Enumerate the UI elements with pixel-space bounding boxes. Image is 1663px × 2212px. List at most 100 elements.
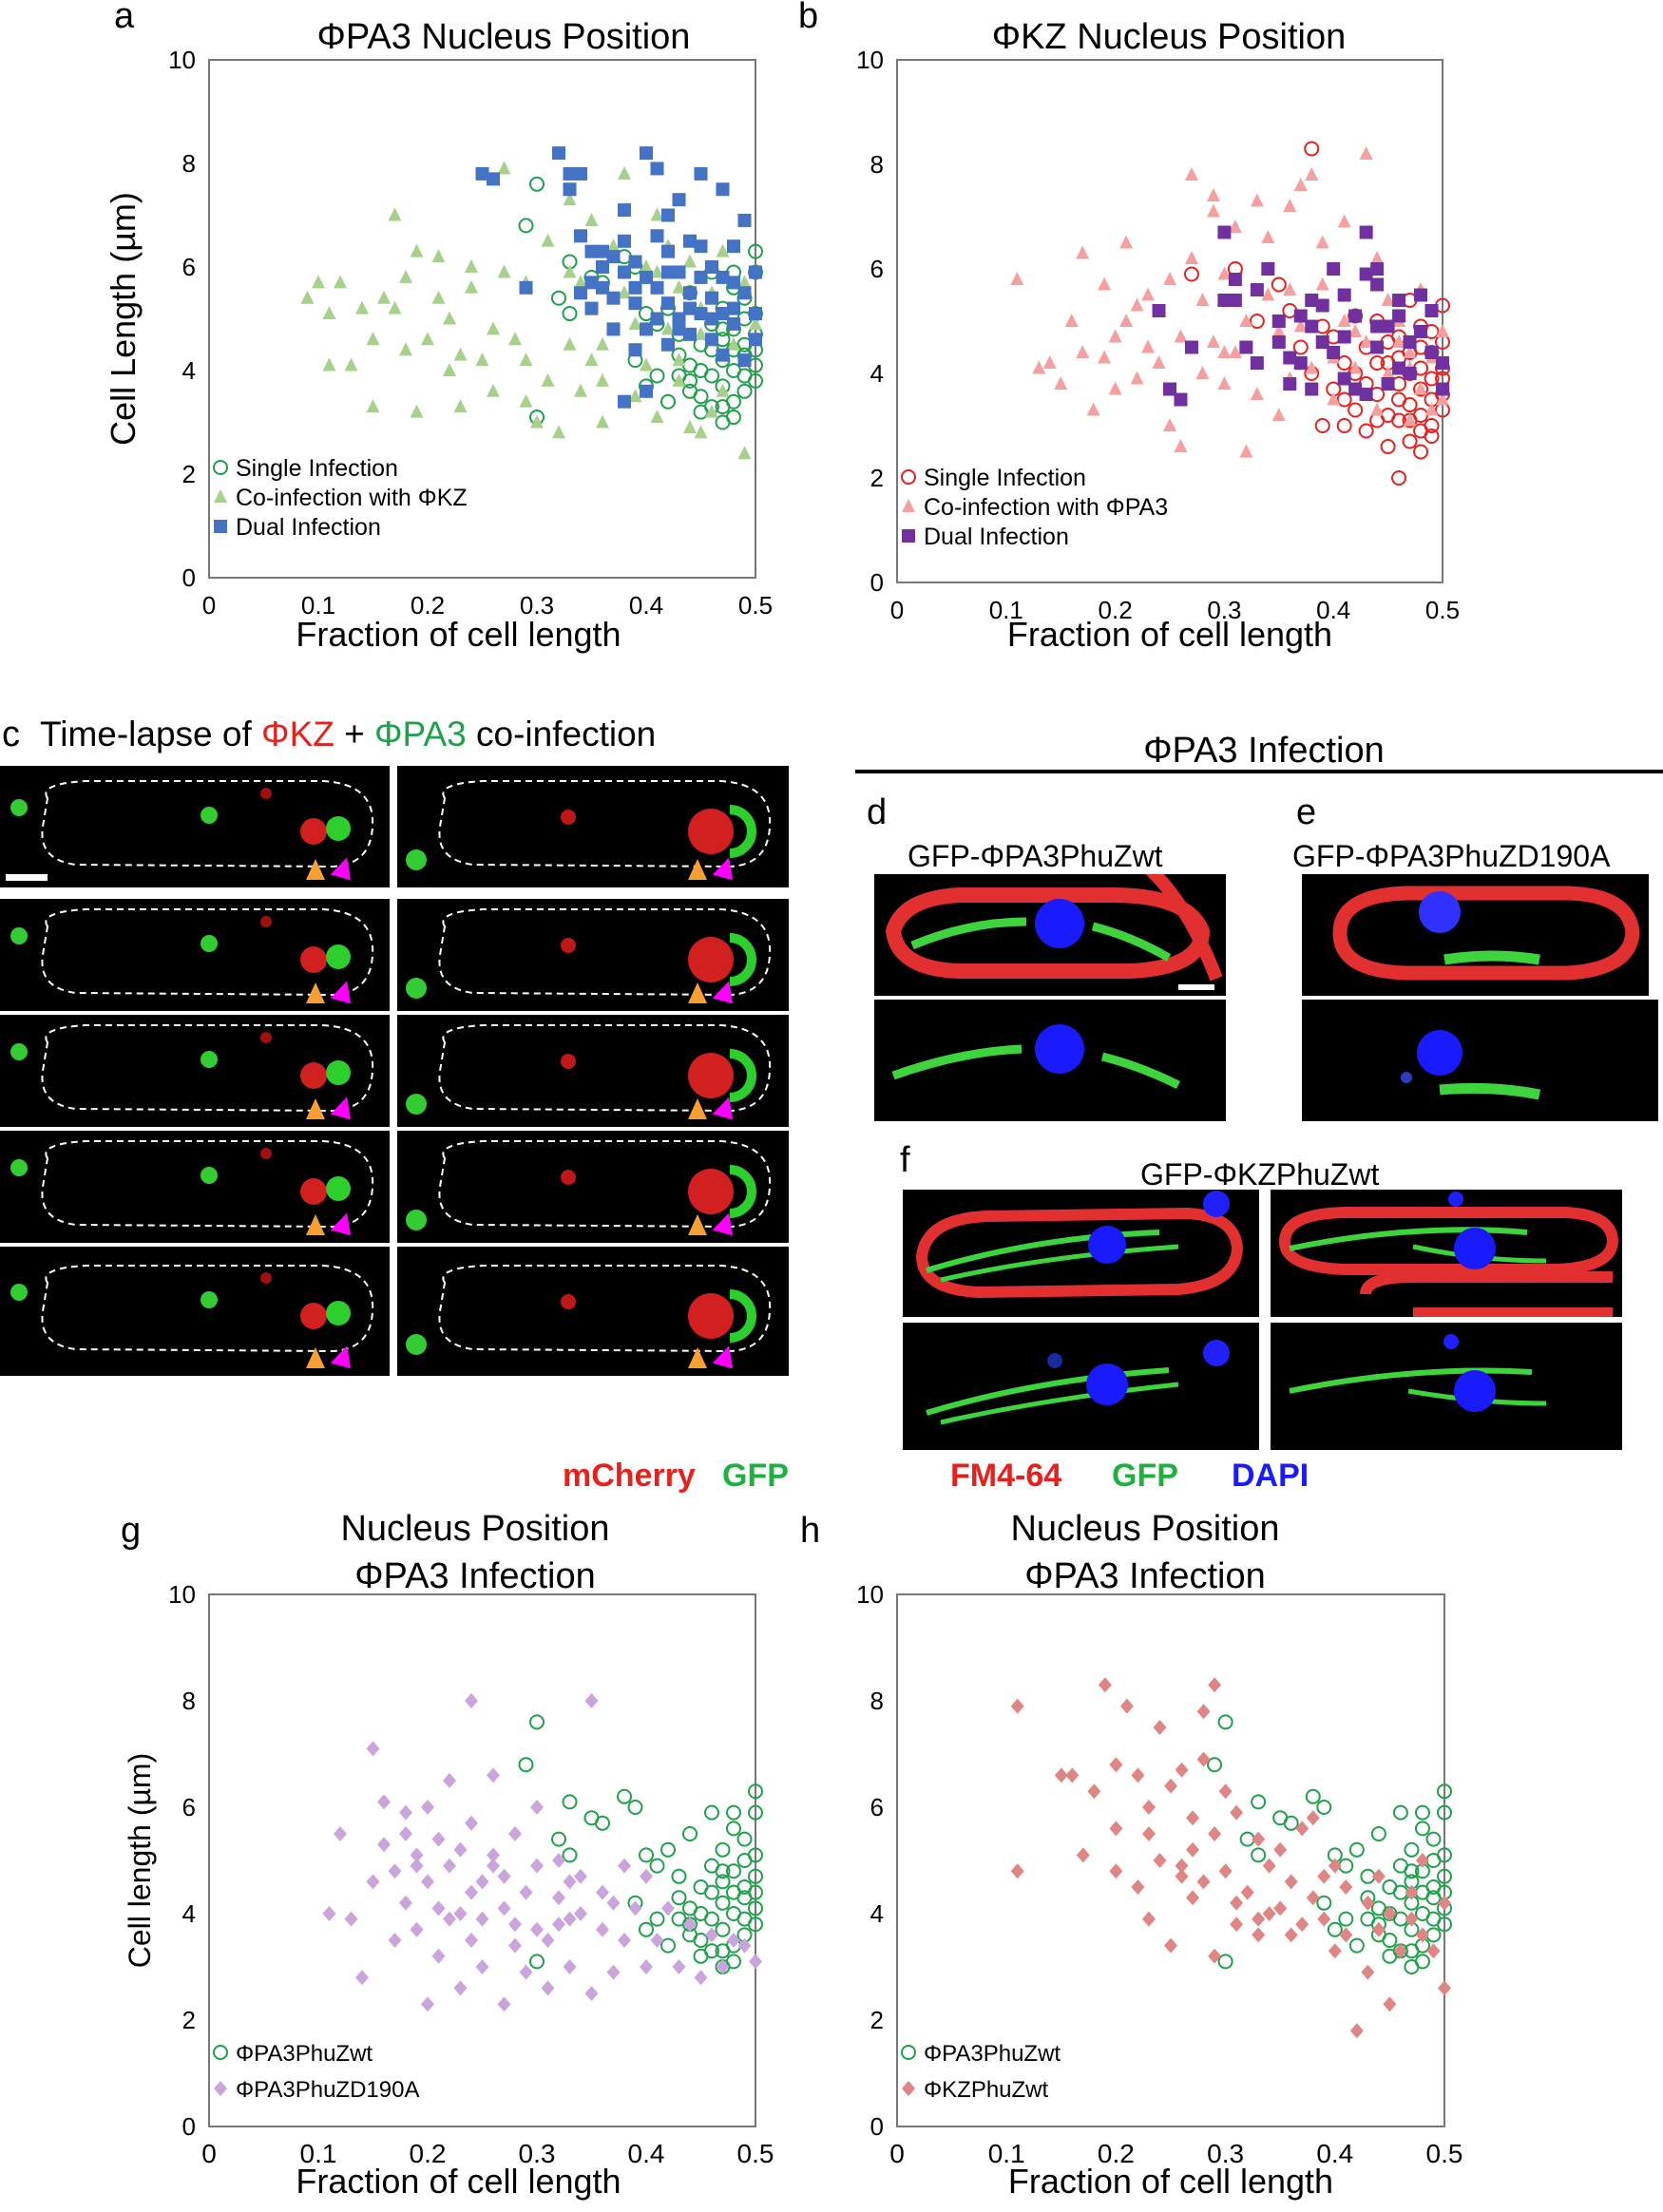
chart-b-point-s0 xyxy=(1391,391,1407,408)
chart-h-point-s1 xyxy=(1186,1810,1200,1826)
timelapse-frame-r4-c2-art xyxy=(406,1140,772,1236)
chart-g-point-s1 xyxy=(366,1741,380,1757)
chart-g-point-s1 xyxy=(552,1916,565,1933)
panel-f-label: GFP-ΦKZPhuZwt xyxy=(1140,1157,1380,1192)
chart-g-point-s1 xyxy=(508,1937,522,1954)
chart-h-point-s1 xyxy=(1262,1858,1276,1874)
gfp-focus xyxy=(201,1051,218,1068)
chart-g-point-s1 xyxy=(650,1933,664,1948)
chart-b-point-s2 xyxy=(1337,330,1351,344)
timelapse-frame-r1-c1-art xyxy=(6,780,374,881)
chart-b-point-s1 xyxy=(1076,245,1090,259)
kz-nucleus-focus xyxy=(688,1169,734,1214)
timelapse-frame-r2-c2-art xyxy=(406,908,772,1004)
chart-b-point-s2 xyxy=(1228,294,1242,307)
chart-a-point-s1 xyxy=(541,372,555,387)
magenta-arrowhead xyxy=(330,1345,352,1369)
chart-b-point-s1 xyxy=(1403,412,1417,427)
chart-a-point-s1 xyxy=(487,383,500,397)
chart-a-legend-marker-1 xyxy=(214,489,227,503)
micrograph-f-merge-1-art xyxy=(915,1191,1244,1299)
chart-g-point-s1 xyxy=(628,1900,642,1916)
chart-g-point-s1 xyxy=(410,1921,424,1937)
chart-a-point-s1 xyxy=(596,372,609,387)
chart-b-xtick: 0.5 xyxy=(1425,596,1460,624)
chart-a-point-s2 xyxy=(661,208,675,222)
chart-a-point-s2 xyxy=(618,203,631,218)
chart-b-point-s2 xyxy=(1174,392,1188,407)
chart-g-ytick: 10 xyxy=(168,1580,196,1609)
chart-a-point-s1 xyxy=(388,207,402,221)
chart-a-point-s2 xyxy=(574,166,587,181)
chart-b-point-s1 xyxy=(1403,345,1417,358)
chart-g-point-s1 xyxy=(465,1884,478,1900)
chart-b-xtick: 0.4 xyxy=(1316,596,1350,624)
timelapse-frame-r2-c1-art xyxy=(10,908,374,1004)
chart-g-point-s1 xyxy=(574,1868,587,1884)
chart-h-point-s0 xyxy=(1414,1954,1430,1970)
chart-a-point-s1 xyxy=(366,332,380,346)
chart-a-point-s1 xyxy=(694,326,708,340)
chart-a-xtick: 0.4 xyxy=(629,591,663,620)
chart-a-point-s1 xyxy=(650,410,664,424)
pa3-nucleus-focus xyxy=(326,944,351,969)
chart-g-point-s0 xyxy=(715,1895,731,1911)
chart-a-point-s2 xyxy=(487,172,500,186)
chart-a-point-s1 xyxy=(388,300,402,315)
chart-b-point-s0 xyxy=(1413,423,1429,439)
chart-b-point-s1 xyxy=(1315,235,1329,249)
chart-g-point-s0 xyxy=(551,1831,566,1847)
chart-a-point-s1 xyxy=(596,414,609,429)
chart-b-point-s1 xyxy=(1076,345,1090,358)
chart-a-point-s1 xyxy=(443,311,456,325)
chart-a-point-s2 xyxy=(672,312,686,326)
chart-g-point-s1 xyxy=(672,1959,686,1974)
chart-a-point-s1 xyxy=(716,383,730,397)
chart-a-point-s2 xyxy=(596,260,609,274)
chart-a-point-s2 xyxy=(584,276,599,290)
chart-b-point-s1 xyxy=(1348,324,1363,337)
micrograph-e-gfp xyxy=(1302,1000,1658,1121)
chart-a-point-s2 xyxy=(475,166,489,181)
chart-b-point-s1 xyxy=(1250,193,1264,207)
chart-h-point-s0 xyxy=(1217,1954,1233,1970)
chart-b-point-s1 xyxy=(1054,376,1068,390)
gfp-focus xyxy=(406,1094,427,1115)
chart-b-point-s1 xyxy=(1141,287,1156,301)
chart-b-point-s1 xyxy=(1414,381,1428,395)
chart-g-point-s1 xyxy=(443,1911,456,1927)
chart-b-point-s1 xyxy=(1228,345,1242,358)
chart-a-point-s2 xyxy=(584,301,599,315)
gfp-focus xyxy=(201,935,218,952)
chart-b-point-s1 xyxy=(1184,251,1198,264)
timelapse-frame-r1-c2-art xyxy=(406,780,772,881)
chart-a-point-s0 xyxy=(715,399,731,415)
timelapse-frame-r1-c2 xyxy=(397,766,789,887)
panel-label-h: h xyxy=(800,1511,821,1551)
chart-g-point-s0 xyxy=(671,1911,687,1927)
chart-a-point-s2 xyxy=(650,162,664,176)
chart-h-point-s1 xyxy=(1349,2023,1364,2039)
chart-g-point-s0 xyxy=(748,1783,763,1800)
chart-g-point-s1 xyxy=(530,1858,544,1874)
chart-h-point-s1 xyxy=(1065,1767,1080,1783)
chart-b-point-s1 xyxy=(1195,366,1210,379)
panel-c-title-prefix: Time-lapse of xyxy=(40,715,262,753)
chart-a-point-s2 xyxy=(628,280,642,295)
chart-b-point-s2 xyxy=(1293,356,1308,370)
chart-a-point-s1 xyxy=(552,425,565,439)
chart-a-point-s2 xyxy=(552,146,565,161)
chart-g-point-s0 xyxy=(671,1868,687,1884)
chart-a-point-s1 xyxy=(672,353,686,367)
channel-label-gfp-f: GFP xyxy=(1112,1458,1178,1494)
chart-h-point-s1 xyxy=(1010,1698,1024,1714)
chart-g-point-s1 xyxy=(497,1868,511,1884)
chart-b: 0 2 4 6 8 10 0 0.1 0.2 0.3 0.4 0.5 Fraction of cell … xyxy=(856,46,1460,654)
chart-h-point-s1 xyxy=(1076,1847,1090,1863)
chart-g-ytick: 0 xyxy=(182,2112,196,2141)
chart-a-point-s2 xyxy=(705,260,718,274)
chart-h-point-s1 xyxy=(1153,1853,1167,1868)
chart-b-ytick: 2 xyxy=(870,464,884,492)
chart-g-frame xyxy=(208,1593,756,2127)
chart-a-point-s2 xyxy=(672,265,686,279)
